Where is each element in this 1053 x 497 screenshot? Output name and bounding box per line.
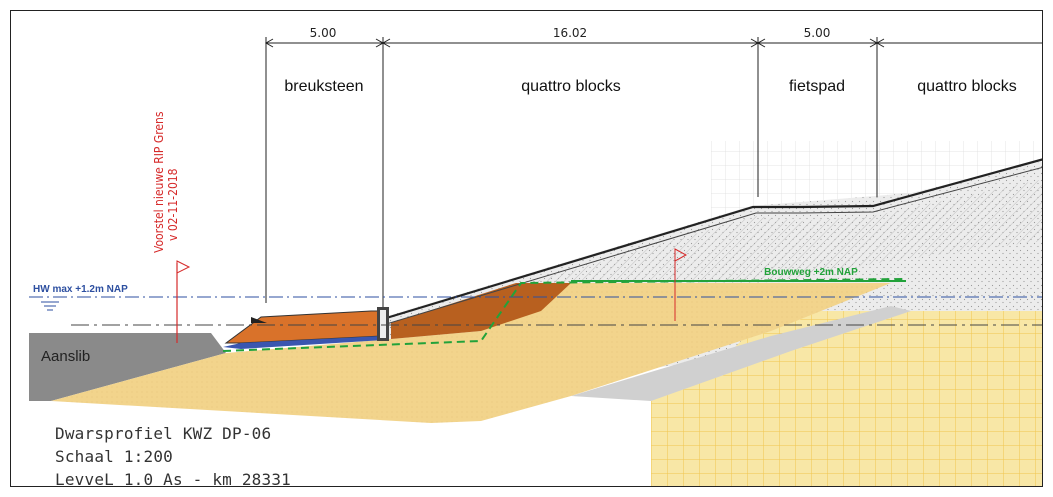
revetment-line [382, 158, 1042, 321]
caption-location: LevveL 1.0 As - km 28331 [55, 470, 291, 487]
aanslib-label: Aanslib [41, 348, 90, 365]
rip-flag-icon-2 [674, 248, 688, 262]
drawing-frame: 5.00 16.02 5.00 breuksteen quattro block… [10, 10, 1043, 487]
dimension-lines [264, 37, 1042, 307]
water-level-icon [41, 301, 59, 311]
rip-proposal-date: v 02-11-2018 [166, 168, 180, 241]
zone-label-quattro-blocks-2: quattro blocks [917, 78, 1017, 95]
revetment-underline [382, 167, 1042, 326]
rip-proposal-title: Voorstel nieuwe RIP Grens [152, 111, 166, 253]
zone-label-fietspad: fietspad [789, 78, 845, 95]
bouwweg-label: Bouwweg +2m NAP [764, 267, 858, 278]
zone-label-quattro-blocks: quattro blocks [521, 78, 621, 95]
grey-slope [571, 306, 911, 401]
caption-title: Dwarsprofiel KWZ DP-06 [55, 424, 272, 443]
level-marker [251, 317, 267, 323]
aanslib-area [29, 333, 226, 401]
dimension-label-1: 5.00 [310, 26, 337, 40]
rip-flag-icon [176, 260, 191, 274]
geotextile-layer [223, 336, 383, 349]
hw-level-label: HW max +1.2m NAP [33, 284, 128, 295]
cross-section-drawing: 5.00 16.02 5.00 breuksteen quattro block… [29, 26, 1042, 486]
zone-label-breuksteen: breuksteen [284, 78, 363, 95]
sand-body [51, 283, 891, 423]
caption-scale: Schaal 1:200 [55, 447, 173, 466]
dimension-label-3: 5.00 [804, 26, 831, 40]
dimension-label-2: 16.02 [553, 26, 587, 40]
